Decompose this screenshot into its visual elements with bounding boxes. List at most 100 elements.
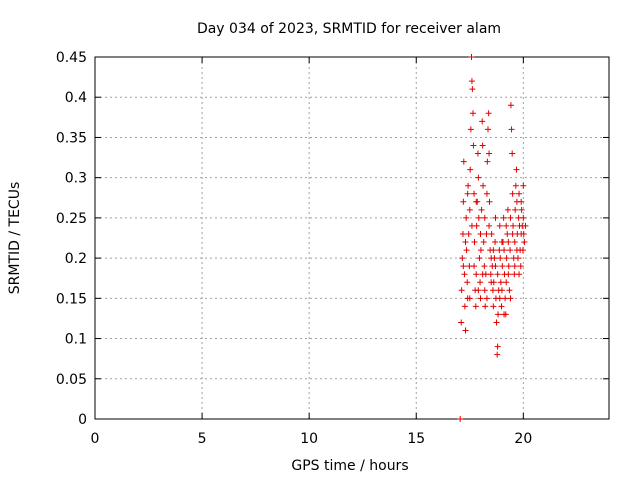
data-point [479, 142, 486, 149]
data-point [520, 182, 527, 189]
data-point [462, 327, 469, 334]
data-point [493, 319, 500, 326]
data-point [463, 214, 470, 221]
data-point [487, 271, 494, 278]
data-point [500, 214, 507, 221]
data-point [481, 214, 488, 221]
y-tick-label: 0.2 [65, 251, 87, 267]
data-point [459, 255, 466, 262]
data-point [479, 118, 486, 125]
y-tick-label: 0.1 [65, 332, 87, 348]
data-point [473, 271, 480, 278]
data-point [492, 214, 499, 221]
data-point [513, 247, 520, 254]
data-point [512, 206, 519, 213]
x-tick-label: 15 [407, 431, 425, 447]
data-point [492, 263, 499, 270]
data-point [516, 271, 523, 278]
data-point [501, 247, 508, 254]
data-point [476, 255, 483, 262]
data-point [466, 295, 473, 302]
chart-title: Day 034 of 2023, SRMTID for receiver ala… [197, 21, 501, 37]
data-point [471, 190, 478, 197]
data-point [468, 54, 475, 60]
data-point [486, 198, 493, 205]
data-point [503, 279, 510, 286]
data-point [479, 271, 486, 278]
data-point [481, 263, 488, 270]
data-point [512, 182, 519, 189]
data-point [484, 158, 491, 165]
data-point [462, 239, 469, 246]
data-point [457, 416, 464, 422]
y-tick-label: 0.25 [56, 211, 87, 227]
data-point [483, 230, 490, 237]
data-point [458, 287, 465, 294]
data-point [505, 263, 512, 270]
data-point [488, 279, 495, 286]
data-point [516, 190, 523, 197]
data-point [470, 110, 477, 117]
data-point [498, 303, 505, 310]
data-point [494, 271, 501, 278]
data-point [509, 230, 516, 237]
data-point [471, 263, 478, 270]
data-point [498, 239, 505, 246]
data-point [486, 222, 493, 229]
data-point [474, 150, 481, 157]
data-point [460, 158, 467, 165]
data-point [496, 222, 503, 229]
y-tick-label: 0.15 [56, 291, 87, 307]
y-axis-label: SRMTID / TECUs [7, 182, 23, 295]
data-point [483, 295, 490, 302]
data-point [502, 295, 509, 302]
data-point [503, 222, 510, 229]
data-point [464, 279, 471, 286]
data-point [518, 206, 525, 213]
data-point [507, 295, 514, 302]
data-point [520, 230, 527, 237]
data-point [509, 150, 516, 157]
data-point [499, 263, 506, 270]
data-point [468, 78, 475, 85]
x-axis-label: GPS time / hours [291, 458, 408, 474]
data-point [488, 230, 495, 237]
data-point [490, 247, 497, 254]
data-point [467, 126, 474, 133]
x-tick-label: 0 [91, 431, 100, 447]
data-point [477, 247, 484, 254]
x-tick-label: 20 [514, 431, 532, 447]
data-point [496, 295, 503, 302]
data-point [477, 279, 484, 286]
y-tick-label: 0.3 [65, 171, 87, 187]
data-point [475, 214, 482, 221]
data-point [465, 182, 472, 189]
data-point [490, 303, 497, 310]
data-point [510, 222, 517, 229]
data-point [521, 239, 528, 246]
data-point [458, 319, 465, 326]
data-point [514, 255, 521, 262]
data-point [461, 271, 468, 278]
y-axis: 0 0.05 0.1 0.15 0.2 0.25 0.3 0.35 0.4 0.45 [56, 50, 609, 428]
data-point [513, 166, 520, 173]
data-point [465, 230, 472, 237]
data-point [480, 182, 487, 189]
grid-lines [95, 57, 609, 419]
data-point [489, 287, 496, 294]
data-point [507, 102, 514, 109]
data-point [464, 190, 471, 197]
data-point [505, 239, 512, 246]
data-point [501, 311, 508, 318]
data-point [494, 351, 501, 358]
data-point [509, 190, 516, 197]
x-tick-label: 5 [198, 431, 207, 447]
y-tick-label: 0.05 [56, 372, 87, 388]
y-tick-label: 0 [78, 412, 87, 428]
data-point [508, 126, 515, 133]
data-point [460, 263, 467, 270]
data-point [511, 239, 518, 246]
data-point [477, 295, 484, 302]
data-point [495, 311, 502, 318]
data-point [486, 150, 493, 157]
